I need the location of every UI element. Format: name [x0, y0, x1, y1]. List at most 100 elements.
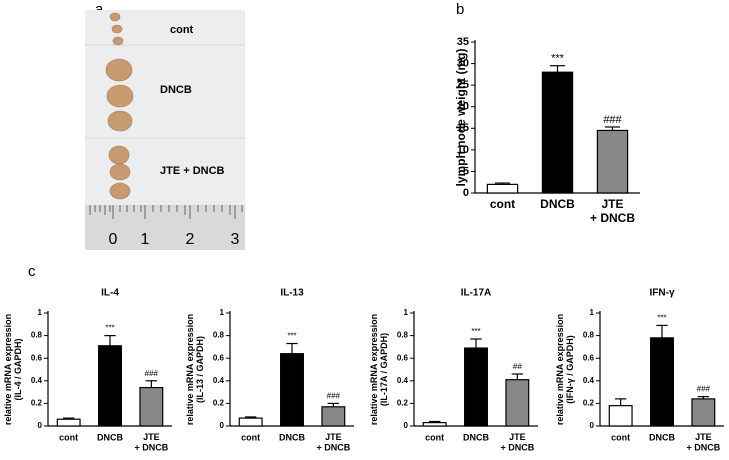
node — [105, 58, 133, 82]
photo-label: cont — [170, 24, 194, 36]
ruler-number: 3 — [231, 231, 240, 248]
y-tick-label: 0 — [590, 421, 595, 430]
y-tick-label: 0.6 — [397, 353, 409, 362]
y-tick-label: 0.2 — [583, 399, 595, 408]
y-tick-label: 0.4 — [397, 376, 409, 385]
bar — [464, 347, 488, 427]
photo-label: JTE + DNCB — [160, 165, 225, 177]
significance-label: *** — [105, 324, 114, 333]
bar — [541, 71, 574, 194]
y-tick-label: 0.8 — [213, 331, 225, 340]
chart-title: IL-17A — [461, 288, 492, 299]
y-axis-label: relative mRNA expression(IL-17A / GAPDH) — [369, 314, 389, 425]
significance-label: ### — [603, 114, 622, 126]
ruler-ticks — [89, 205, 243, 219]
y-tick-label: 10 — [457, 144, 469, 156]
y-tick-label: 20 — [457, 101, 469, 113]
y-tick-label: 0.4 — [213, 376, 225, 385]
bar — [56, 418, 81, 427]
y-axis-label: lymph node weight (mg) — [454, 49, 468, 187]
node — [109, 12, 121, 22]
y-tick-label: 0 — [404, 421, 409, 430]
y-tick-label: 0.8 — [397, 331, 409, 340]
bar — [650, 337, 674, 427]
ruler-number: 2 — [186, 231, 195, 248]
x-tick-label: cont — [59, 432, 78, 442]
y-tick-label: 0 — [220, 421, 225, 430]
bar — [486, 183, 519, 194]
node — [106, 84, 134, 108]
y-tick-label: 25 — [457, 79, 469, 91]
photo: cont DNCB JTE + DNCB 0 1 2 3 — [85, 10, 245, 250]
y-tick-label: 0.4 — [583, 376, 595, 385]
x-tick-label: JTE + DNCB — [500, 432, 534, 452]
bar — [422, 422, 447, 427]
significance-label: ### — [145, 369, 159, 378]
panel-label: c — [28, 263, 36, 280]
y-tick-label: 0.2 — [213, 399, 225, 408]
ruler — [85, 205, 245, 250]
panel-label: b — [456, 1, 464, 18]
significance-label: *** — [657, 314, 666, 323]
bar — [608, 405, 633, 427]
node — [109, 182, 131, 200]
significance-label: ## — [513, 362, 522, 371]
x-tick-label: cont — [241, 432, 260, 442]
node — [108, 145, 130, 165]
x-tick-label: DNCB — [279, 432, 305, 442]
y-tick-label: 0.6 — [213, 353, 225, 362]
y-axis-label: relative mRNA expression(IFN-γ / GAPDH) — [555, 314, 575, 425]
x-tick-label: DNCB — [649, 432, 675, 442]
ruler-number: 1 — [141, 231, 150, 248]
node — [111, 24, 123, 34]
bar — [139, 386, 164, 427]
y-tick-label: 1 — [590, 308, 595, 317]
x-tick-label: DNCB — [463, 432, 489, 442]
photo-label: DNCB — [160, 84, 192, 96]
significance-label: *** — [471, 327, 480, 336]
bar — [280, 353, 304, 427]
x-tick-label: JTE + DNCB — [590, 197, 635, 225]
y-tick-label: 1 — [220, 308, 225, 317]
y-tick-label: 15 — [457, 122, 469, 134]
lymph-nodes — [105, 12, 134, 200]
y-tick-label: 35 — [457, 36, 469, 48]
bar — [321, 406, 346, 427]
x-tick-label: DNCB — [540, 197, 575, 211]
significance-label: *** — [287, 332, 296, 341]
x-tick-label: JTE + DNCB — [134, 432, 168, 452]
bar — [505, 379, 530, 427]
bar — [691, 398, 716, 427]
significance-label: *** — [551, 53, 565, 65]
significance-label: ### — [327, 392, 341, 401]
y-tick-label: 0 — [463, 187, 469, 199]
y-tick-label: 0.6 — [583, 353, 595, 362]
y-tick-label: 30 — [457, 57, 469, 69]
x-tick-label: cont — [611, 432, 630, 442]
node — [112, 36, 124, 46]
y-tick-label: 0 — [38, 421, 43, 430]
y-tick-label: 5 — [463, 165, 469, 177]
y-tick-label: 0.4 — [31, 376, 43, 385]
bar — [98, 345, 122, 427]
y-tick-label: 0.8 — [31, 331, 43, 340]
chart-title: IFN-γ — [650, 288, 675, 299]
x-tick-label: JTE + DNCB — [316, 432, 350, 452]
node — [109, 163, 131, 181]
panel-label: a — [95, 1, 104, 18]
y-tick-label: 0.6 — [31, 353, 43, 362]
y-tick-label: 1 — [38, 308, 43, 317]
y-axis-label: relative mRNA expression(IL-13 / GAPDH) — [185, 314, 205, 425]
y-tick-label: 0.8 — [583, 331, 595, 340]
bar — [238, 417, 263, 427]
tick-path — [89, 205, 243, 219]
x-tick-label: cont — [490, 197, 515, 211]
node — [107, 110, 133, 132]
x-tick-label: cont — [425, 432, 444, 442]
y-tick-label: 0.2 — [397, 399, 409, 408]
ruler-number: 0 — [109, 231, 118, 248]
y-tick-label: 0.2 — [31, 399, 43, 408]
